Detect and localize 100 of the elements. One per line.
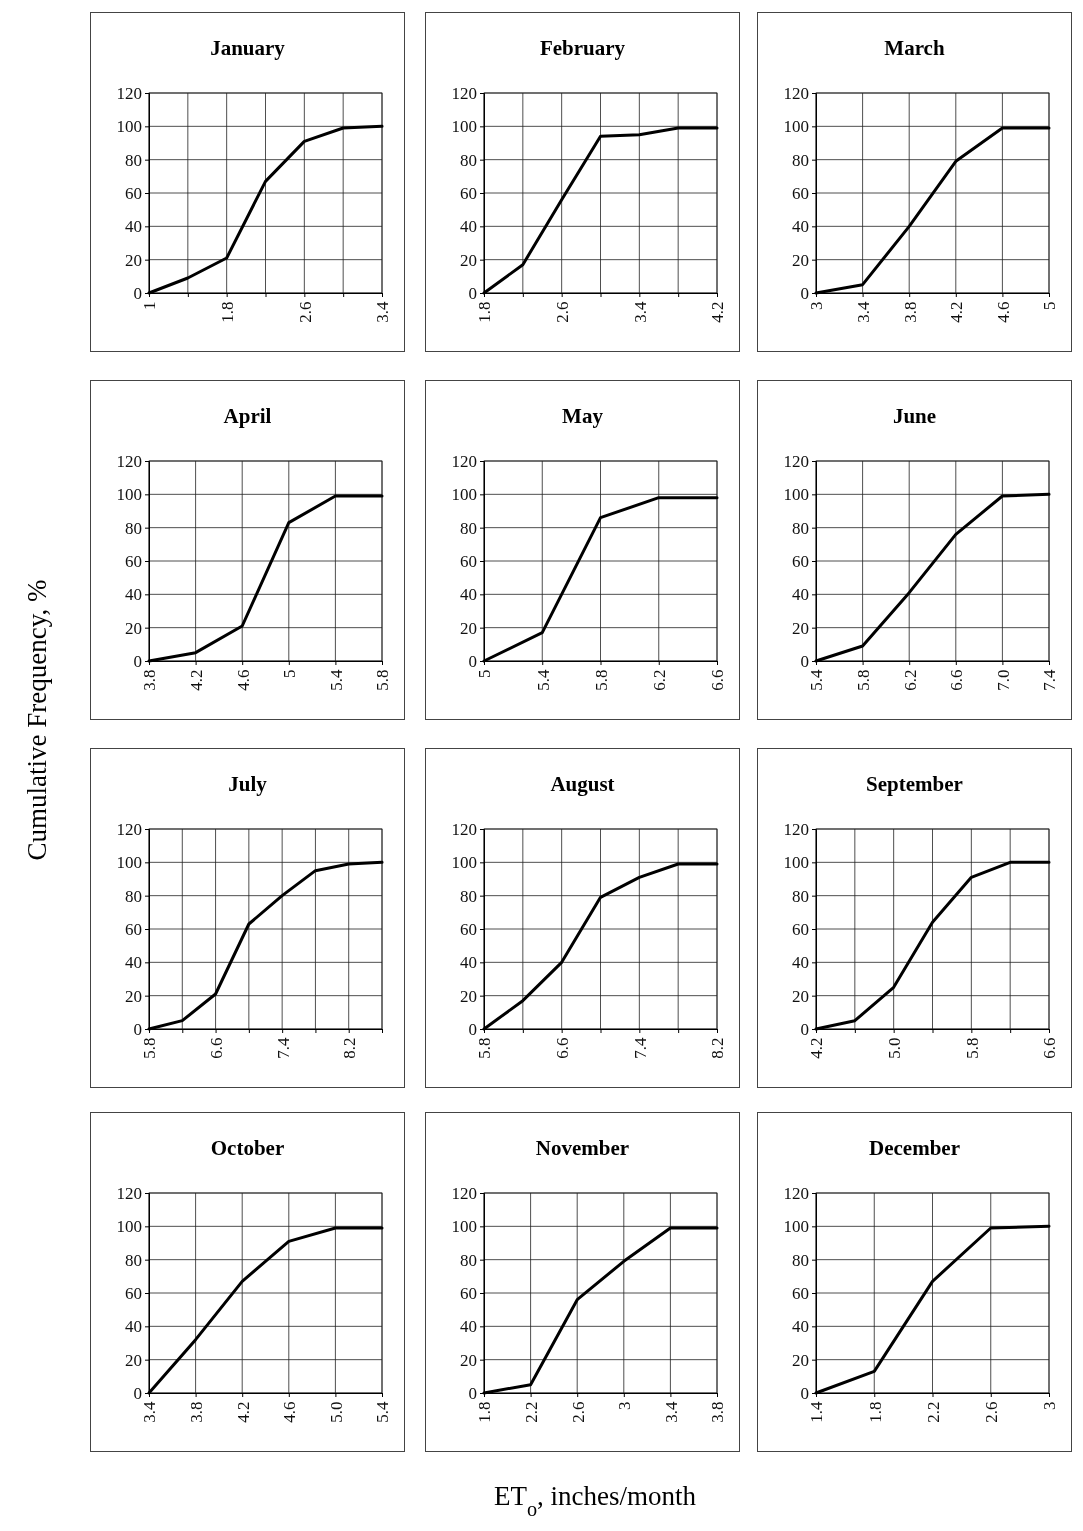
y-tick-label: 40 bbox=[460, 1317, 477, 1337]
y-tick-label: 100 bbox=[116, 853, 142, 873]
x-tick-label: 1 bbox=[140, 301, 160, 310]
y-tick-label: 20 bbox=[460, 1350, 477, 1370]
x-tick-label: 6.6 bbox=[1040, 1037, 1060, 1059]
y-tick-label: 0 bbox=[468, 1019, 477, 1039]
y-tick-label: 120 bbox=[783, 1183, 809, 1203]
x-tick-label: 3.4 bbox=[373, 301, 393, 323]
y-tick-label: 40 bbox=[460, 953, 477, 973]
x-tick-label: 6.6 bbox=[207, 1037, 227, 1059]
x-tick-label: 5.8 bbox=[475, 1037, 495, 1059]
y-axis-title: Cumulative Frequency, % bbox=[22, 579, 52, 861]
y-tick-label: 60 bbox=[460, 183, 477, 203]
x-tick-label: 5 bbox=[475, 669, 495, 678]
chart-title: August bbox=[550, 772, 615, 796]
y-tick-label: 20 bbox=[460, 618, 477, 638]
x-tick-label: 5.0 bbox=[326, 1401, 346, 1423]
y-tick-label: 120 bbox=[116, 1183, 142, 1203]
y-tick-label: 80 bbox=[460, 886, 477, 906]
y-tick-label: 60 bbox=[792, 1283, 809, 1303]
y-tick-label: 20 bbox=[125, 250, 142, 270]
y-tick-label: 100 bbox=[783, 117, 809, 137]
y-tick-label: 0 bbox=[468, 1383, 477, 1403]
x-tick-label: 2.6 bbox=[295, 301, 315, 323]
x-tick-label: 4.6 bbox=[233, 669, 253, 691]
x-tick-label: 8.2 bbox=[708, 1037, 728, 1059]
y-tick-label: 0 bbox=[800, 651, 809, 671]
y-tick-label: 20 bbox=[460, 986, 477, 1006]
x-tick-label: 7.4 bbox=[273, 1037, 293, 1059]
x-tick-label: 5.8 bbox=[591, 669, 611, 691]
y-tick-label: 80 bbox=[125, 886, 142, 906]
y-tick-label: 0 bbox=[800, 283, 809, 303]
y-tick-label: 100 bbox=[783, 1217, 809, 1237]
x-tick-label: 1.4 bbox=[807, 1401, 827, 1423]
y-tick-label: 80 bbox=[792, 150, 809, 170]
chart-title: July bbox=[228, 772, 268, 796]
y-tick-label: 20 bbox=[460, 250, 477, 270]
x-tick-label: 1.8 bbox=[475, 1401, 495, 1423]
y-tick-label: 60 bbox=[125, 1283, 142, 1303]
x-tick-label: 3 bbox=[615, 1401, 635, 1410]
y-tick-label: 120 bbox=[783, 819, 809, 839]
x-tick-label: 4.2 bbox=[807, 1037, 827, 1059]
y-tick-label: 100 bbox=[783, 485, 809, 505]
y-tick-label: 100 bbox=[116, 485, 142, 505]
y-tick-label: 120 bbox=[116, 83, 142, 103]
x-tick-label: 3.4 bbox=[140, 1401, 160, 1423]
y-tick-label: 0 bbox=[468, 651, 477, 671]
y-tick-label: 120 bbox=[451, 83, 477, 103]
y-tick-label: 0 bbox=[133, 651, 142, 671]
x-tick-label: 4.6 bbox=[993, 301, 1013, 323]
y-tick-label: 40 bbox=[792, 585, 809, 605]
x-tick-label: 1.8 bbox=[865, 1401, 885, 1423]
x-tick-label: 6.2 bbox=[900, 669, 920, 691]
y-tick-label: 40 bbox=[792, 953, 809, 973]
y-tick-label: 80 bbox=[460, 150, 477, 170]
y-tick-label: 20 bbox=[792, 986, 809, 1006]
y-tick-label: 120 bbox=[783, 83, 809, 103]
y-tick-label: 120 bbox=[116, 451, 142, 471]
y-tick-label: 40 bbox=[125, 217, 142, 237]
chart-title: May bbox=[562, 404, 604, 428]
x-tick-label: 5.8 bbox=[140, 1037, 160, 1059]
y-tick-label: 40 bbox=[125, 953, 142, 973]
y-tick-label: 40 bbox=[460, 217, 477, 237]
y-tick-label: 100 bbox=[783, 853, 809, 873]
y-tick-label: 0 bbox=[133, 283, 142, 303]
y-tick-label: 20 bbox=[125, 1350, 142, 1370]
y-tick-label: 80 bbox=[125, 150, 142, 170]
x-tick-label: 3.4 bbox=[854, 301, 874, 323]
y-tick-label: 20 bbox=[792, 250, 809, 270]
x-tick-label: 5.4 bbox=[533, 669, 553, 691]
x-tick-label: 8.2 bbox=[340, 1037, 360, 1059]
x-tick-label: 2.6 bbox=[982, 1401, 1002, 1423]
y-tick-label: 40 bbox=[125, 585, 142, 605]
x-tick-label: 6.6 bbox=[947, 669, 967, 691]
y-tick-label: 120 bbox=[451, 1183, 477, 1203]
x-tick-label: 6.6 bbox=[553, 1037, 573, 1059]
x-tick-label: 7.0 bbox=[993, 669, 1013, 691]
x-tick-label: 3.4 bbox=[630, 301, 650, 323]
chart-title: June bbox=[892, 404, 937, 428]
x-axis-title: ET$_{o}$, inches/month bbox=[493, 1481, 697, 1520]
x-tick-label: 5 bbox=[1040, 301, 1060, 310]
chart-title: March bbox=[884, 36, 945, 60]
x-tick-label: 3.4 bbox=[661, 1401, 681, 1423]
y-tick-label: 60 bbox=[125, 183, 142, 203]
y-tick-label: 80 bbox=[125, 1250, 142, 1270]
x-tick-label: 3 bbox=[807, 301, 827, 310]
x-tick-label: 2.6 bbox=[553, 301, 573, 323]
y-tick-label: 40 bbox=[125, 1317, 142, 1337]
chart-title: February bbox=[539, 36, 626, 60]
y-tick-label: 100 bbox=[451, 1217, 477, 1237]
x-tick-label: 6.2 bbox=[650, 669, 670, 691]
y-tick-label: 80 bbox=[125, 518, 142, 538]
chart-title: September bbox=[866, 772, 963, 796]
y-tick-label: 80 bbox=[792, 518, 809, 538]
y-tick-label: 60 bbox=[792, 551, 809, 571]
x-tick-label: 4.6 bbox=[280, 1401, 300, 1423]
x-tick-label: 4.2 bbox=[233, 1401, 253, 1423]
x-tick-label: 5.8 bbox=[962, 1037, 982, 1059]
y-tick-label: 120 bbox=[451, 451, 477, 471]
y-tick-label: 40 bbox=[792, 1317, 809, 1337]
